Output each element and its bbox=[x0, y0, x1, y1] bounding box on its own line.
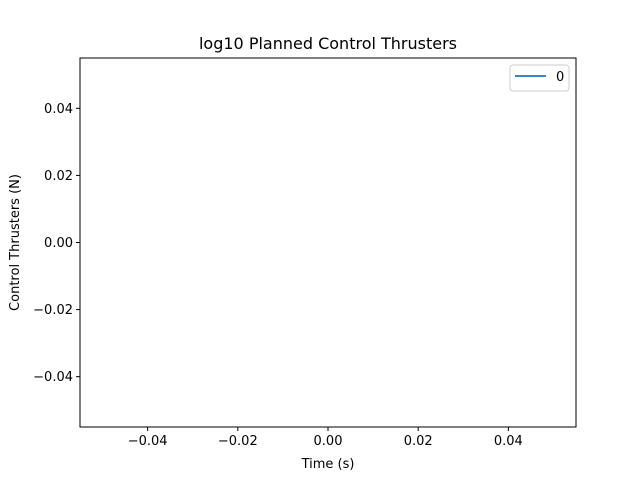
y-axis: −0.04 −0.02 0.00 0.02 0.04 bbox=[33, 102, 80, 385]
chart-title: log10 Planned Control Thrusters bbox=[199, 34, 457, 53]
x-axis: −0.04 −0.02 0.00 0.02 0.04 bbox=[128, 427, 523, 449]
x-tick-label: −0.02 bbox=[218, 434, 258, 449]
y-axis-label: Control Thrusters (N) bbox=[8, 174, 23, 311]
y-tick-label: 0.00 bbox=[44, 236, 73, 251]
legend-box bbox=[509, 64, 570, 92]
legend: 0 bbox=[509, 64, 570, 92]
y-tick-label: −0.04 bbox=[33, 370, 73, 385]
x-tick-label: 0.02 bbox=[404, 434, 433, 449]
plot-area bbox=[79, 57, 577, 428]
x-tick-label: −0.04 bbox=[128, 434, 168, 449]
x-axis-label: Time (s) bbox=[301, 457, 355, 472]
legend-label: 0 bbox=[556, 70, 564, 85]
y-tick-label: 0.02 bbox=[44, 169, 73, 184]
x-tick-label: 0.04 bbox=[494, 434, 523, 449]
y-tick-label: 0.04 bbox=[44, 102, 73, 117]
y-tick-label: −0.02 bbox=[33, 303, 73, 318]
x-tick-label: 0.00 bbox=[314, 434, 343, 449]
